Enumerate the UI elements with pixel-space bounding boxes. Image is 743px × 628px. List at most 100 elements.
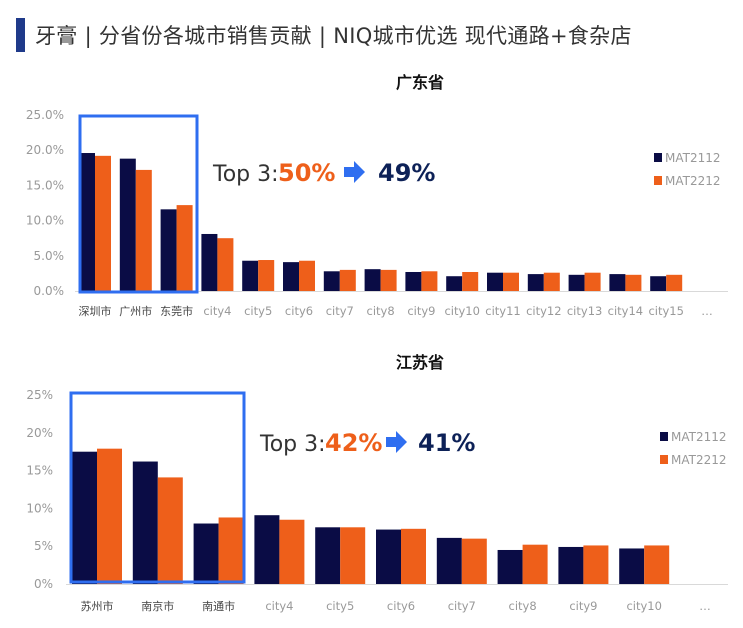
- arrow-right-icon: [344, 161, 365, 183]
- top3-highlight-box: [78, 114, 199, 294]
- bar-mat2112: [323, 271, 340, 291]
- bar-mat2112: [72, 451, 97, 584]
- arrow-right-icon: [386, 431, 407, 453]
- x-category-label: 深圳市: [79, 304, 112, 318]
- x-category-label: …: [699, 599, 711, 613]
- bar-mat2212: [340, 527, 366, 584]
- legend-swatch-mat2112: [654, 153, 662, 162]
- bar-mat2212: [666, 274, 683, 291]
- bar-mat2112: [527, 274, 544, 291]
- legend-swatch-mat2212: [654, 176, 662, 185]
- bar-mat2112: [446, 276, 463, 291]
- x-category-label: 南京市: [141, 599, 174, 613]
- x-category-label: city4: [265, 599, 293, 613]
- bar-mat2112: [201, 233, 218, 291]
- bar-mat2212: [522, 544, 548, 584]
- x-category-label: city12: [526, 304, 561, 318]
- legend-label: MAT2112: [665, 151, 721, 165]
- legend-label: MAT2212: [671, 453, 727, 467]
- bar-mat2112: [79, 153, 95, 291]
- legend-label: MAT2112: [671, 430, 727, 444]
- top3-highlight-box: [69, 391, 246, 584]
- bar-mat2112: [497, 549, 523, 584]
- x-category-label: city10: [626, 599, 661, 613]
- top3-label: Top 3:: [212, 162, 279, 187]
- y-tick-label: 10.0%: [26, 214, 64, 228]
- bar-mat2212: [583, 545, 609, 584]
- x-category-label: city7: [326, 304, 354, 318]
- bar-mat2112: [650, 276, 667, 291]
- x-category-label: 东莞市: [160, 304, 193, 318]
- bar-mat2112: [160, 209, 177, 291]
- x-category-label: city8: [509, 599, 537, 613]
- x-category-label: city8: [367, 304, 395, 318]
- bar-mat2212: [95, 155, 111, 291]
- bar-mat2212: [135, 169, 152, 291]
- x-category-label: city4: [203, 304, 231, 318]
- x-category-label: 苏州市: [81, 599, 114, 613]
- top3-current-share: 41%: [418, 429, 475, 457]
- bar-mat2112: [487, 272, 503, 291]
- bar-mat2112: [119, 158, 136, 291]
- y-tick-label: 0%: [34, 577, 53, 591]
- bar-mat2212: [258, 260, 275, 291]
- y-tick-label: 25.0%: [26, 108, 64, 122]
- x-category-label: city5: [244, 304, 272, 318]
- bar-mat2112: [254, 515, 280, 584]
- bar-mat2112: [436, 537, 462, 584]
- x-category-label: city6: [387, 599, 415, 613]
- legend-swatch-mat2112: [660, 432, 668, 441]
- x-category-label: 广州市: [119, 304, 152, 318]
- x-category-label: 南通市: [202, 599, 235, 613]
- x-category-label: city10: [444, 304, 479, 318]
- x-category-label: city7: [448, 599, 476, 613]
- y-tick-label: 0.0%: [34, 284, 65, 298]
- bar-mat2112: [609, 274, 626, 291]
- bar-mat2212: [97, 448, 122, 584]
- bar-mat2112: [558, 546, 584, 584]
- bar-mat2212: [176, 205, 193, 291]
- bar-mat2212: [217, 238, 234, 291]
- bar-mat2112: [568, 274, 585, 291]
- legend-label: MAT2212: [665, 174, 721, 188]
- bar-mat2212: [157, 477, 183, 584]
- bar-mat2212: [401, 528, 426, 584]
- y-tick-label: 15.0%: [26, 178, 64, 192]
- bar-mat2112: [619, 548, 645, 584]
- y-tick-label: 20%: [26, 426, 53, 440]
- bar-mat2212: [299, 260, 315, 291]
- report-title: 牙膏 | 分省份各城市销售贡献 | NIQ城市优选 现代通路+食杂店: [35, 24, 632, 48]
- bar-mat2112: [315, 527, 341, 584]
- chart-title: 广东省: [396, 73, 444, 92]
- top3-current-share: 49%: [378, 159, 435, 187]
- bar-mat2212: [339, 269, 356, 291]
- bar-mat2212: [279, 519, 305, 584]
- legend-swatch-mat2212: [660, 455, 668, 464]
- bar-mat2212: [218, 517, 244, 584]
- x-category-label: city14: [608, 304, 643, 318]
- x-category-label: city6: [285, 304, 313, 318]
- bar-mat2212: [461, 538, 487, 584]
- y-tick-label: 20.0%: [26, 143, 64, 157]
- x-category-label: city13: [567, 304, 602, 318]
- x-category-label: city5: [326, 599, 354, 613]
- bar-mat2112: [242, 260, 259, 291]
- bar-mat2212: [584, 272, 601, 291]
- y-tick-label: 5%: [34, 539, 53, 553]
- bar-mat2112: [283, 262, 299, 291]
- x-category-label: city15: [648, 304, 683, 318]
- top3-label: Top 3:: [259, 432, 326, 457]
- bar-mat2112: [364, 269, 381, 291]
- x-category-label: city11: [485, 304, 520, 318]
- bar-mat2212: [503, 272, 519, 291]
- y-tick-label: 15%: [26, 464, 53, 478]
- bar-mat2112: [376, 529, 401, 584]
- bar-mat2112: [193, 523, 219, 584]
- bar-mat2112: [405, 271, 422, 291]
- y-tick-label: 10%: [26, 501, 53, 515]
- top3-previous-share: 42%: [325, 429, 382, 457]
- report-header: 牙膏 | 分省份各城市销售贡献 | NIQ城市优选 现代通路+食杂店: [16, 18, 632, 52]
- x-category-label: city9: [407, 304, 435, 318]
- bar-mat2212: [644, 545, 670, 584]
